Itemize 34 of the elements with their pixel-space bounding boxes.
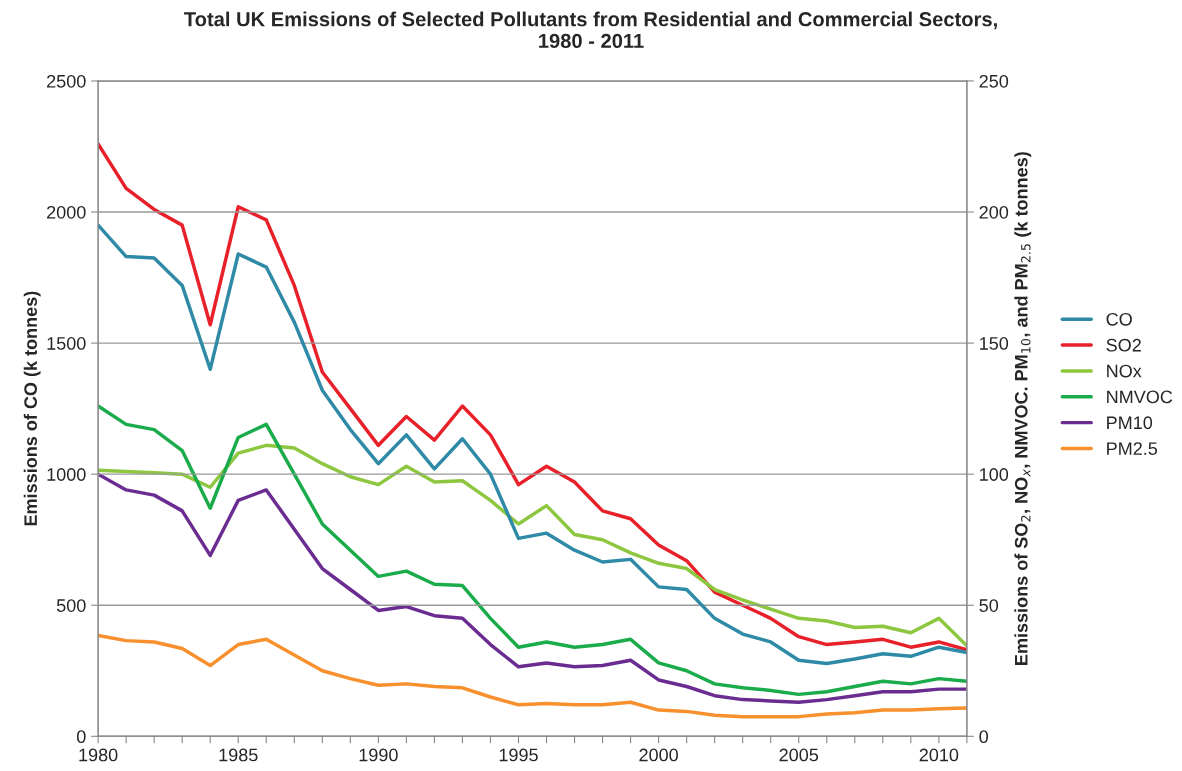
y-tick-label: 0 bbox=[76, 730, 86, 744]
x-tick-label: 1980 bbox=[79, 748, 118, 762]
x-tick-label: 2005 bbox=[779, 748, 819, 762]
chart-title: Total UK Emissions of Selected Pollutants from Residential and Commercial Sectors, 1980 - 2011 bbox=[184, 11, 997, 49]
legend-label: PM2.5 bbox=[1107, 442, 1158, 455]
legend-label: NOx bbox=[1107, 364, 1142, 378]
y2-tick-label: 50 bbox=[979, 599, 999, 612]
x-tick-label: 1995 bbox=[499, 748, 538, 762]
y2-tick-label: 150 bbox=[980, 337, 1009, 350]
y2-tick-label: 100 bbox=[980, 468, 1009, 481]
y2-tick-label: 250 bbox=[979, 74, 1009, 88]
y2-tick-label: 0 bbox=[979, 730, 989, 744]
line-series bbox=[98, 443, 967, 648]
legend-label: CO bbox=[1106, 312, 1132, 326]
x-tick-label: 2010 bbox=[919, 748, 959, 762]
legend-label: NMVOC bbox=[1107, 390, 1173, 404]
y-tick-label: 1500 bbox=[47, 337, 86, 350]
y-tick-label: 1000 bbox=[47, 468, 86, 481]
x-tick-label: 1985 bbox=[219, 748, 258, 762]
y-tick-label: 500 bbox=[56, 599, 86, 612]
line-series bbox=[98, 633, 967, 719]
line-series bbox=[98, 223, 967, 666]
y-tick-label: 2000 bbox=[47, 205, 86, 219]
y-axis-title: Emissions of CO (k tonnes) bbox=[23, 291, 41, 526]
x-tick-label: 1990 bbox=[359, 748, 398, 762]
line-series bbox=[98, 472, 967, 704]
y2-tick-label: 200 bbox=[979, 205, 1009, 219]
legend-label: SO2 bbox=[1106, 338, 1141, 352]
legend-label: PM10 bbox=[1107, 416, 1153, 430]
line-series bbox=[98, 142, 967, 652]
line-series bbox=[98, 404, 967, 697]
x-tick-label: 2000 bbox=[639, 748, 678, 762]
text: Emissions of SO$_{2}$, NO$_{x}$, NMVOC. PM$_{10}$, and PM$_{2.5}$ (k tonnes) bbox=[1014, 152, 1032, 665]
y-tick-label: 2500 bbox=[47, 74, 86, 88]
